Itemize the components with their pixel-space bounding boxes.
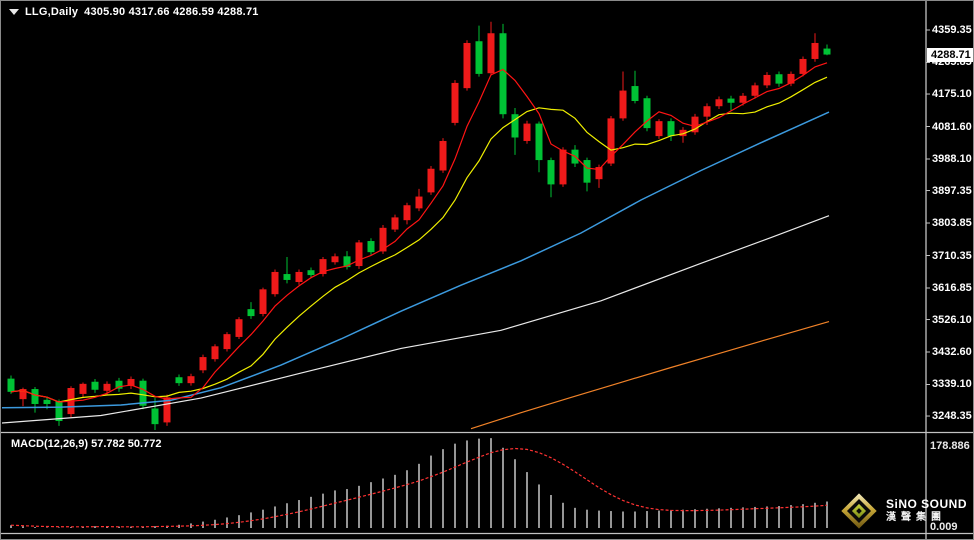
logo-text-en: SiNO SOUND [885,497,967,511]
macd-values: 57.782 50.772 [91,438,162,450]
current-price-box: 4288.71 [927,48,973,62]
price-axis-label: 3526.10 [932,314,972,326]
macd-chart-area [10,438,828,528]
price-axis-label: 3897.35 [932,185,972,197]
macd-axis-bottom-label: 0.009 [930,521,958,533]
macd-header: MACD(12,26,9) 57.782 50.772 [11,438,161,450]
symbol-dropdown-icon[interactable] [9,9,19,15]
sino-sound-diamond-icon [839,491,879,531]
ohlc-values: 4305.90 4317.66 4286.59 4288.71 [84,6,259,18]
price-axis-label: 4081.60 [932,121,972,133]
macd-signal-line [10,447,828,528]
main-chart-area [2,21,831,431]
price-axis-label: 3339.10 [932,378,972,390]
macd-axis-top-label: 178.886 [930,440,970,452]
price-axis-label: 3803.85 [932,217,972,229]
ma-orange-line [470,321,830,430]
price-axis-label: 3710.35 [932,250,972,262]
chart-header: LLG,Daily 4305.90 4317.66 4286.59 4288.7… [9,6,259,18]
ma-white-line [2,215,830,424]
price-axis-label: 3616.85 [932,282,972,294]
ma-red-line [10,62,828,403]
ma-blue-line [2,111,830,409]
price-axis-label: 3248.35 [932,410,972,422]
sino-sound-logo: SiNO SOUND 漢聲集團 [839,491,967,531]
price-axis-label: 3988.10 [932,153,972,165]
logo-text-cn: 漢聲集團 [885,512,946,523]
macd-label: MACD(12,26,9) [11,438,89,450]
symbol-title: LLG,Daily [25,6,79,18]
price-axis-label: 4359.35 [932,24,972,36]
price-axis-label: 4175.10 [932,88,972,100]
price-axis-label: 3432.60 [932,346,972,358]
ma-yellow-line [10,76,828,403]
